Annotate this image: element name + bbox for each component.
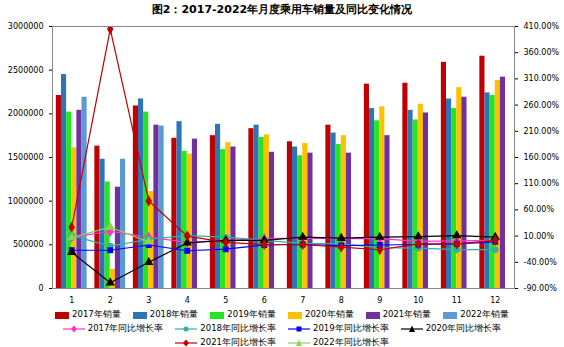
html-text:2017年销量: 2017年销量 xyxy=(72,309,121,319)
svg-text:160.00%: 160.00% xyxy=(524,153,560,162)
svg-text:2: 2 xyxy=(108,296,113,305)
svg-text:2500000: 2500000 xyxy=(8,66,44,75)
svg-text:1500000: 1500000 xyxy=(8,153,44,162)
svg-text:1000000: 1000000 xyxy=(8,197,44,206)
svg-text:12: 12 xyxy=(490,296,500,305)
svg-text:11: 11 xyxy=(452,296,462,305)
html-text:2022年同比增长率: 2022年同比增长率 xyxy=(313,337,389,347)
svg-text:0: 0 xyxy=(38,284,43,293)
html-text:2020年同比增长率: 2020年同比增长率 xyxy=(425,323,502,333)
html-text:2020年销量: 2020年销量 xyxy=(305,309,354,319)
svg-text:-90.00%: -90.00% xyxy=(524,284,558,293)
svg-text:3: 3 xyxy=(146,296,151,305)
svg-text:7: 7 xyxy=(300,296,305,305)
svg-text:500000: 500000 xyxy=(13,240,44,249)
svg-text:260.00%: 260.00% xyxy=(524,101,560,110)
html-text:2018年销量: 2018年销量 xyxy=(149,309,199,319)
svg-text:210.00%: 210.00% xyxy=(524,127,560,136)
svg-text:1: 1 xyxy=(69,296,74,305)
svg-text:10.00%: 10.00% xyxy=(524,232,555,241)
html-text:2019年同比增长率: 2019年同比增长率 xyxy=(313,323,389,333)
svg-text:360.00%: 360.00% xyxy=(524,48,560,57)
svg-text:410.00%: 410.00% xyxy=(524,22,560,31)
svg-text:60.00%: 60.00% xyxy=(524,205,555,214)
html-text:2021年同比增长率: 2021年同比增长率 xyxy=(200,337,276,347)
svg-text:2000000: 2000000 xyxy=(8,109,44,118)
svg-text:310.00%: 310.00% xyxy=(524,74,560,83)
svg-text:8: 8 xyxy=(339,296,344,305)
svg-text:6: 6 xyxy=(262,296,267,305)
html-text:2022年销量: 2022年销量 xyxy=(460,309,509,319)
svg-text:10: 10 xyxy=(413,296,423,305)
svg-text:-40.00%: -40.00% xyxy=(524,258,558,267)
svg-text:9: 9 xyxy=(377,296,382,305)
svg-text:5: 5 xyxy=(223,296,228,305)
html-text:2017年同比增长率: 2017年同比增长率 xyxy=(87,323,164,333)
svg-text:3000000: 3000000 xyxy=(8,22,44,31)
html-text:2019年销量: 2019年销量 xyxy=(227,309,276,319)
html-text:2021年销量: 2021年销量 xyxy=(382,309,432,319)
svg-text:4: 4 xyxy=(185,296,190,305)
html-text:2018年同比增长率: 2018年同比增长率 xyxy=(200,323,276,333)
svg-text:110.00%: 110.00% xyxy=(524,179,560,188)
html-text:图2：2017-2022年月度乘用车销量及同比变化情况: 图2：2017-2022年月度乘用车销量及同比变化情况 xyxy=(151,3,413,16)
